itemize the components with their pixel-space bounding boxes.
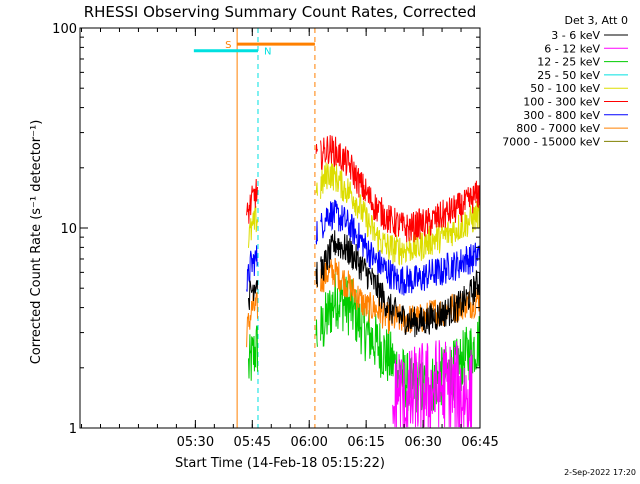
legend-label-7: 800 - 7000 keV: [516, 122, 600, 135]
series-5-segment-0: [246, 178, 258, 224]
legend-label-3: 25 - 50 keV: [537, 69, 600, 82]
legend-label-8: 7000 - 15000 keV: [502, 135, 600, 148]
series-0-segment-2: [320, 230, 480, 338]
status-label-s: S: [225, 40, 231, 51]
status-label-n: N: [264, 47, 271, 58]
legend-label-2: 12 - 25 keV: [537, 56, 600, 69]
series-6: [246, 199, 480, 296]
series-4-segment-2: [320, 162, 480, 266]
x-tick-label-2: 06:00: [290, 435, 327, 450]
series-6-segment-0: [246, 245, 258, 292]
legend-label-1: 6 - 12 keV: [544, 42, 600, 55]
series-0-segment-1: [315, 261, 318, 287]
series-2-segment-0: [248, 325, 259, 381]
x-tick-label-4: 06:30: [404, 435, 441, 450]
plot-area: SN: [193, 28, 480, 428]
series-0-segment-0: [248, 280, 259, 310]
footer-date: 2-Sep-2022 17:20: [564, 468, 636, 477]
axes: 1 10 100 05:30 05:45 06:00 06:15 06:30 06:45: [52, 22, 499, 450]
series-6-segment-2: [320, 199, 480, 296]
x-axis-label: Start Time (14-Feb-18 05:15:22): [175, 456, 385, 471]
y-tick-label-1: 10: [60, 222, 77, 237]
series-7-segment-0: [246, 291, 258, 348]
series-5-segment-1: [315, 143, 318, 154]
series-4-segment-1: [315, 182, 318, 196]
y-tick-label-0: 1: [69, 422, 77, 437]
series-6-segment-1: [315, 221, 318, 245]
legend-label-6: 300 - 800 keV: [523, 109, 600, 122]
y-axis-label: Corrected Count Rate (s⁻¹ detector⁻¹): [29, 120, 44, 365]
series-1-segment-2: [392, 340, 473, 428]
series-5-segment-2: [320, 135, 480, 243]
series-7-segment-2: [320, 257, 480, 335]
y-tick-label-2: 100: [52, 22, 77, 37]
series-4: [248, 162, 480, 266]
x-tick-label-3: 06:15: [347, 435, 384, 450]
legend-header: Det 3, Att 0: [565, 14, 629, 27]
series-0: [248, 230, 480, 338]
series-4-segment-0: [248, 205, 259, 248]
series-5: [246, 135, 480, 243]
x-tick-label-0: 05:30: [177, 435, 214, 450]
legend-label-0: 3 - 6 keV: [551, 29, 600, 42]
legend-label-4: 50 - 100 keV: [530, 82, 600, 95]
series-1: [392, 340, 473, 428]
x-tick-label-5: 06:45: [461, 435, 498, 450]
legend-label-5: 100 - 300 keV: [523, 96, 600, 109]
x-tick-label-1: 05:45: [234, 435, 271, 450]
series-2-segment-1: [315, 319, 318, 347]
chart-title: RHESSI Observing Summary Count Rates, Co…: [84, 3, 477, 21]
